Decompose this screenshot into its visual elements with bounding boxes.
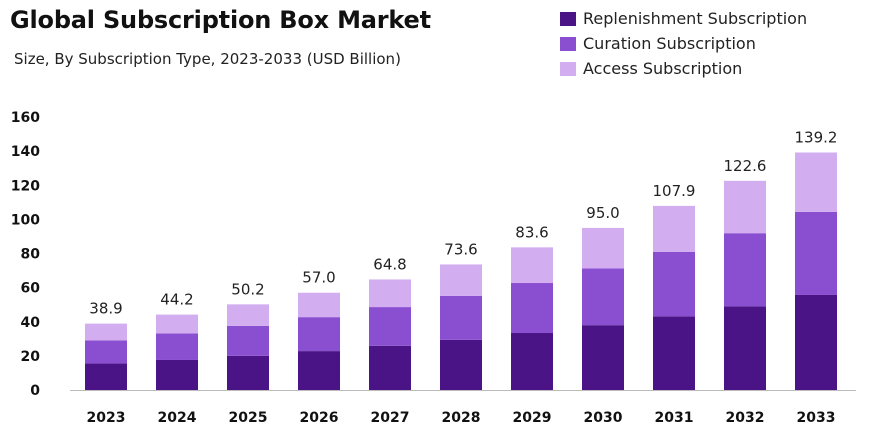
bar-segment-access <box>511 247 553 284</box>
chart-title: Global Subscription Box Market <box>10 6 431 34</box>
bar-segment-access <box>795 152 837 212</box>
legend-swatch-access <box>560 61 576 76</box>
x-tick-label: 2030 <box>584 410 623 426</box>
y-tick-label: 160 <box>11 110 40 126</box>
bar-segment-replenishment <box>85 363 127 390</box>
bar-segment-curation <box>724 233 766 307</box>
bar-segment-access <box>369 279 411 308</box>
x-tick-label: 2027 <box>371 410 410 426</box>
x-tick-label: 2023 <box>87 410 126 426</box>
bar-segment-replenishment <box>724 306 766 390</box>
y-tick-label: 60 <box>21 281 41 297</box>
bar-segment-curation <box>369 307 411 346</box>
x-tick-label: 2028 <box>442 410 481 426</box>
x-tick-label: 2026 <box>300 410 339 426</box>
y-tick-label: 100 <box>11 212 40 228</box>
bar-total-label: 50.2 <box>231 280 264 298</box>
legend-item-curation: Curation Subscription <box>560 31 807 56</box>
y-tick-label: 140 <box>11 144 40 160</box>
bar-segment-access <box>582 227 624 269</box>
y-tick-label: 80 <box>21 247 41 263</box>
bar-total-label: 107.9 <box>653 182 696 200</box>
bar-segment-replenishment <box>298 351 340 390</box>
bar-segment-curation <box>298 317 340 352</box>
bar-segment-curation <box>582 268 624 326</box>
y-tick-label: 0 <box>30 383 40 399</box>
bar-total-label: 44.2 <box>160 291 193 309</box>
legend-label-replenishment: Replenishment Subscription <box>583 9 808 28</box>
x-tick-label: 2031 <box>655 410 694 426</box>
y-tick-label: 40 <box>21 315 41 331</box>
bar-segment-replenishment <box>795 294 837 390</box>
x-tick-label: 2024 <box>158 410 197 426</box>
bar-segment-replenishment <box>369 345 411 390</box>
x-tick-label: 2033 <box>797 410 836 426</box>
bar-segment-curation <box>85 340 127 364</box>
legend-swatch-curation <box>560 36 576 51</box>
x-tick-label: 2025 <box>229 410 268 426</box>
bar-segment-curation <box>795 211 837 295</box>
bar-total-label: 122.6 <box>724 157 767 175</box>
legend-item-replenishment: Replenishment Subscription <box>560 6 807 31</box>
bar-total-label: 38.9 <box>89 300 122 318</box>
bar-segment-curation <box>156 333 198 360</box>
bar-segment-replenishment <box>156 359 198 390</box>
bar-total-label: 57.0 <box>302 269 335 287</box>
bar-segment-replenishment <box>511 333 553 390</box>
bar-segment-curation <box>227 325 269 356</box>
legend: Replenishment Subscription Curation Subs… <box>560 6 807 81</box>
bar-segment-replenishment <box>440 339 482 390</box>
bar-segment-access <box>227 304 269 326</box>
bar-segment-replenishment <box>227 355 269 390</box>
bar-total-label: 95.0 <box>586 204 619 222</box>
bar-segment-access <box>440 264 482 296</box>
bar-segment-access <box>156 314 198 334</box>
chart-subtitle: Size, By Subscription Type, 2023-2033 (U… <box>14 50 401 68</box>
bar-segment-curation <box>511 283 553 334</box>
bar-total-label: 83.6 <box>515 223 548 241</box>
bar-segment-replenishment <box>582 325 624 390</box>
bar-total-label: 73.6 <box>444 240 477 258</box>
bar-segment-access <box>298 292 340 318</box>
legend-item-access: Access Subscription <box>560 56 807 81</box>
x-tick-label: 2029 <box>513 410 552 426</box>
bar-total-label: 64.8 <box>373 255 406 273</box>
legend-label-curation: Curation Subscription <box>583 34 756 53</box>
y-tick-label: 120 <box>11 178 40 194</box>
legend-label-access: Access Subscription <box>583 59 743 78</box>
legend-swatch-replenishment <box>560 11 576 26</box>
x-tick-label: 2032 <box>726 410 765 426</box>
bar-segment-access <box>724 180 766 234</box>
bar-segment-access <box>653 205 695 252</box>
bar-total-label: 139.2 <box>795 128 838 146</box>
bar-segment-replenishment <box>653 316 695 390</box>
bar-segment-curation <box>653 251 695 317</box>
bar-segment-curation <box>440 295 482 340</box>
y-tick-label: 20 <box>21 349 41 365</box>
bar-segment-access <box>85 323 127 341</box>
